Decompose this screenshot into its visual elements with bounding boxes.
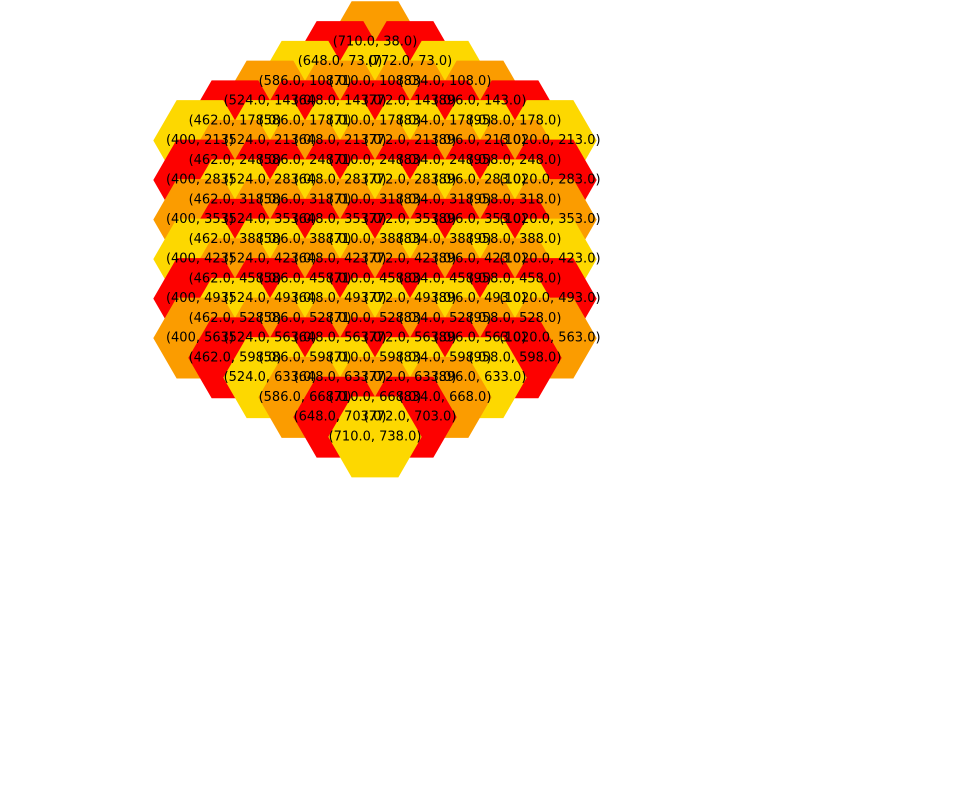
hex-coordinate-label: (958.0, 318.0) <box>469 192 562 207</box>
hex-coordinate-label: (958.0, 178.0) <box>469 113 562 128</box>
hex-coordinate-label: (896.0, 143.0) <box>434 94 527 109</box>
hex-coordinate-label: (1020.0, 283.0) <box>499 173 600 188</box>
hex-coordinate-label: (710.0, 38.0) <box>333 34 418 49</box>
hex-coordinate-label: (1020.0, 213.0) <box>499 133 600 148</box>
hex-coordinate-label: (958.0, 388.0) <box>469 232 562 247</box>
hex-coordinate-label: (772.0, 703.0) <box>364 410 457 425</box>
hex-coordinate-label: (1020.0, 423.0) <box>499 252 600 267</box>
hex-coordinate-label: (772.0, 73.0) <box>368 54 453 69</box>
hex-coordinate-label: (1020.0, 493.0) <box>499 291 600 306</box>
hex-coordinate-label: (1020.0, 353.0) <box>499 212 600 227</box>
hex-coordinate-label: (958.0, 528.0) <box>469 311 562 326</box>
hex-coordinate-label: (710.0, 738.0) <box>329 429 422 444</box>
hex-coordinate-label: (834.0, 108.0) <box>399 74 492 89</box>
hex-coordinate-label: (958.0, 458.0) <box>469 271 562 286</box>
hex-coordinate-label: (834.0, 668.0) <box>399 390 492 405</box>
hex-coordinate-label: (896.0, 633.0) <box>434 370 527 385</box>
hex-coordinate-label: (1020.0, 563.0) <box>499 331 600 346</box>
hex-coordinate-label: (958.0, 598.0) <box>469 350 562 365</box>
hex-coordinate-label: (958.0, 248.0) <box>469 153 562 168</box>
